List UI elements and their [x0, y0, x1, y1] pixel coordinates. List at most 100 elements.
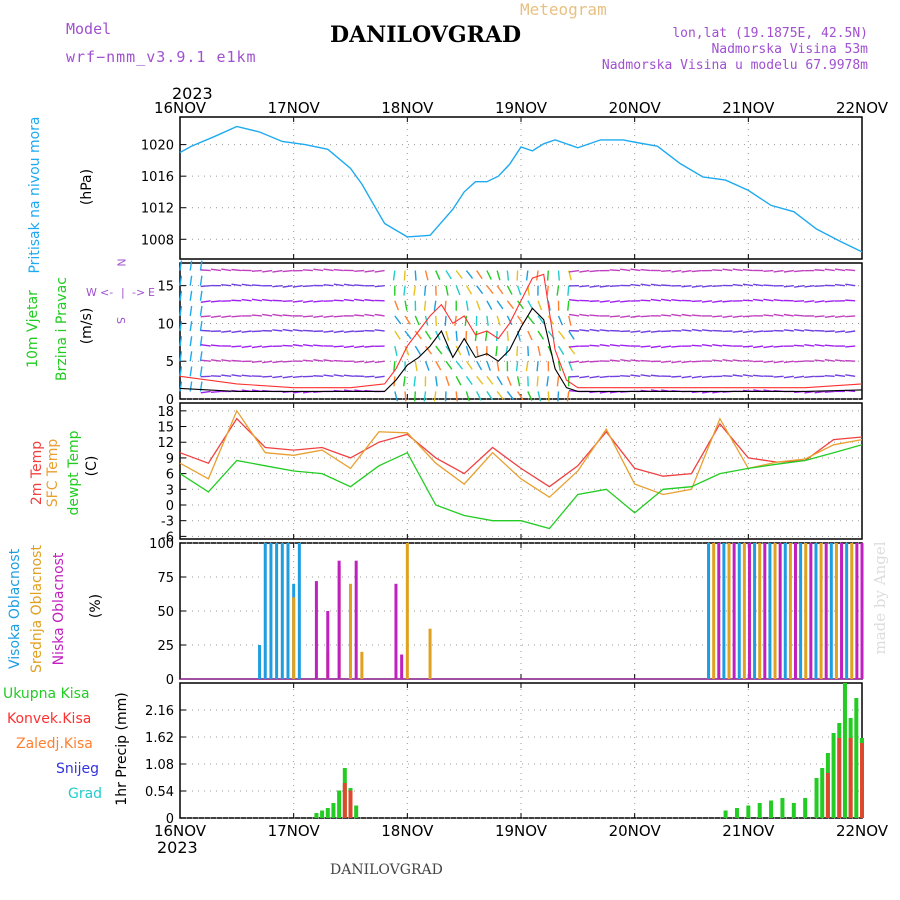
wind-arrow [199, 351, 203, 362]
wind-arrow [313, 375, 324, 378]
wind-arrow [403, 285, 406, 296]
wind-arrow [537, 300, 543, 311]
wind-arrow [444, 315, 447, 326]
cloud-bar [405, 543, 409, 679]
cloud-bar-overcast [783, 543, 787, 679]
wind-arrow [568, 269, 580, 273]
cloud-bar-overcast [788, 543, 792, 679]
wind-arrow [681, 284, 692, 288]
cloud-bar-overcast [804, 543, 808, 679]
wind-arrow [773, 345, 784, 348]
wind-arrow [579, 329, 590, 332]
wind-arrow [609, 315, 620, 318]
wind-arrow [505, 346, 509, 357]
cloud-bar-overcast [768, 543, 772, 679]
x-tick-label-top: 20NOV [609, 99, 662, 117]
cloud-bar [286, 543, 290, 679]
wind-arrow [783, 375, 794, 379]
wind-arrow [568, 313, 580, 317]
wind-arrow [609, 300, 620, 303]
wind-arrow [292, 329, 303, 332]
wind-arrow [516, 285, 522, 296]
pressure-line [179, 125, 863, 253]
wind-arrow [374, 360, 385, 364]
wind-arrow [302, 284, 314, 288]
wind-arrow [834, 315, 846, 318]
wind-arrow [650, 283, 661, 287]
wind-arrow [845, 374, 856, 378]
wind-arrow [804, 375, 815, 379]
wind-arrow [364, 298, 375, 302]
wind-arrow [403, 270, 406, 281]
wind-arrow [568, 360, 580, 364]
wind-arrow [681, 313, 692, 317]
wind-arrow [496, 391, 504, 400]
wind-arrow [773, 269, 784, 273]
wind-arrow [179, 305, 183, 316]
cloud-bar-overcast [707, 543, 711, 679]
wind-arrow [210, 315, 222, 318]
wind-arrow [404, 315, 411, 325]
wind-arrow [568, 330, 575, 340]
wind-arrow [179, 336, 183, 347]
cloud-bar [292, 597, 296, 679]
wind-compass-s: S [113, 317, 127, 324]
wind-arrow [753, 298, 764, 302]
wind-arrow [763, 360, 774, 364]
y-tick-label: 1016 [141, 170, 174, 185]
wind-arrow [691, 360, 702, 363]
wind-arrow [465, 375, 473, 385]
wind-title-line1: 10m Vjetar [25, 290, 41, 368]
wind-arrow [323, 315, 334, 319]
precip-bar [814, 778, 819, 818]
wind-arrow [701, 329, 713, 332]
wind-arrow [661, 298, 672, 302]
wind-arrow [354, 269, 365, 272]
wind-compass-right-arrow: -> [132, 286, 146, 299]
wind-arrow [199, 260, 203, 271]
temp-line-0 [179, 417, 863, 488]
cloud-bar-overcast [794, 543, 798, 679]
wind-arrow [179, 321, 183, 332]
wind-arrow [189, 381, 193, 392]
wind-arrow [251, 314, 262, 317]
wind-arrow [661, 284, 672, 287]
wind-arrow [200, 343, 211, 347]
wind-arrow [455, 360, 463, 370]
cloud-ylabel: (%) [88, 593, 104, 619]
wind-arrow [732, 330, 743, 333]
precip-bar [342, 783, 347, 818]
wind-arrow [794, 284, 805, 288]
y-tick-label: 1.08 [145, 758, 174, 773]
y-tick-label: 5 [166, 355, 174, 370]
wind-arrow [199, 321, 203, 332]
wind-arrow [354, 298, 365, 302]
pressure-ylabel: (hPa) [79, 168, 95, 206]
precip-bar [354, 805, 359, 818]
panel-frame-2 [179, 402, 863, 540]
wind-arrow [650, 298, 661, 302]
wind-arrow [231, 299, 242, 302]
wind-arrow [814, 269, 825, 272]
wind-arrow [814, 359, 825, 362]
wind-arrow [579, 375, 590, 379]
cloud-bar-overcast [747, 543, 751, 679]
precip-bar [860, 743, 864, 818]
cloud-bar-overcast [814, 543, 818, 679]
wind-arrow [691, 269, 702, 273]
wind-arrow [465, 391, 470, 402]
wind-arrow [210, 268, 222, 272]
wind-arrow [568, 375, 580, 378]
wind-arrow [567, 300, 570, 311]
wind-arrow [364, 313, 375, 317]
wind-arrow [445, 360, 453, 370]
wind-arrow [374, 269, 385, 273]
y-tick-label: 10 [157, 317, 174, 332]
wind-gust-line [179, 273, 863, 389]
wind-arrow [722, 344, 733, 347]
wind-arrow [313, 344, 324, 347]
wind-arrow [579, 269, 590, 273]
wind-arrow [516, 346, 519, 357]
wind-arrow [630, 330, 641, 333]
wind-arrow [630, 283, 641, 287]
